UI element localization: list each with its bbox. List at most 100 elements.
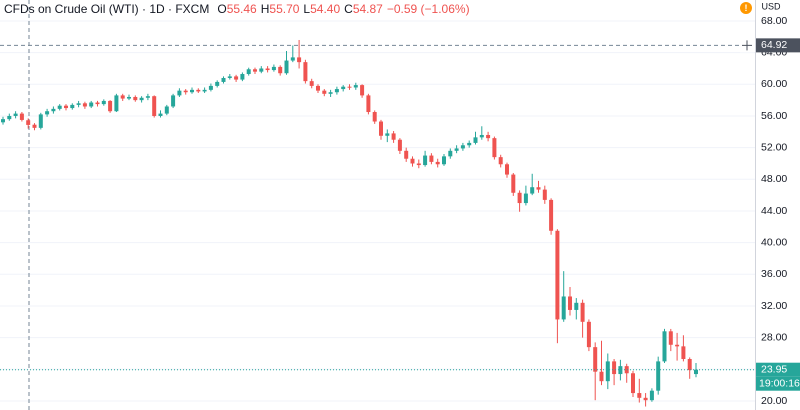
- candle-body: [108, 100, 113, 112]
- candle-body: [322, 90, 327, 94]
- candle-body: [492, 138, 497, 158]
- candle-body: [643, 397, 648, 401]
- candle-body: [26, 120, 31, 125]
- candle-body: [568, 296, 572, 310]
- legend-value: 54.87: [352, 2, 383, 16]
- candle-body: [637, 393, 642, 398]
- candle-body: [662, 331, 667, 362]
- crosshair-price-label: 64.92: [761, 39, 787, 51]
- candle-body: [687, 359, 692, 371]
- candle-body: [70, 104, 75, 109]
- candle-body: [284, 60, 289, 74]
- candle-body: [265, 68, 270, 71]
- candle-body: [1, 119, 5, 123]
- candle-body: [442, 156, 446, 165]
- countdown-box: [756, 376, 800, 391]
- candle-body: [139, 97, 144, 101]
- candle-body: [486, 134, 491, 139]
- y-tick-label: 56.00: [761, 110, 787, 122]
- candle-body: [435, 161, 440, 165]
- candle-body: [454, 148, 459, 151]
- crosshair-plus: [742, 40, 752, 51]
- candle-body: [51, 108, 56, 112]
- countdown-label: 19:00:16: [759, 377, 800, 389]
- candle-body: [379, 121, 383, 136]
- candle-body: [473, 137, 478, 143]
- candle-body: [605, 361, 610, 382]
- candle-body: [13, 113, 18, 116]
- candle-body: [171, 95, 176, 107]
- candle-body: [82, 103, 87, 107]
- candle-body: [366, 95, 371, 113]
- candle-body: [574, 302, 579, 310]
- candle-body: [586, 321, 591, 348]
- candle-body: [517, 192, 522, 204]
- candle-body: [347, 86, 352, 88]
- candle-body: [360, 85, 365, 96]
- candle-body: [328, 92, 333, 94]
- alert-icon[interactable]: [740, 2, 752, 14]
- change-value: −0.59 (−1.06%): [386, 2, 470, 16]
- candle-body: [353, 85, 358, 88]
- candle-body: [240, 74, 245, 80]
- candle-body: [681, 346, 686, 360]
- candle-body: [120, 95, 125, 99]
- legend: CFDs on Crude Oil (WTI) · 1D · FXCM O55.4…: [4, 2, 474, 16]
- currency-label: USD: [761, 1, 781, 11]
- crosshair-price-box: [756, 38, 800, 53]
- candle-body: [303, 62, 308, 82]
- alert-icon-mark: !: [745, 3, 748, 13]
- candle-body: [404, 150, 409, 159]
- y-tick-label: 28.00: [761, 331, 787, 343]
- grid: [0, 20, 755, 402]
- y-tick-label: 68.00: [761, 15, 787, 27]
- candle-body: [549, 199, 554, 231]
- candle-body: [523, 193, 528, 204]
- candle-body: [95, 102, 100, 105]
- candle-body: [694, 369, 698, 375]
- candle-body: [542, 189, 547, 200]
- legend-value: 55.70: [269, 2, 300, 16]
- last-price-label: 23.95: [761, 363, 787, 375]
- candle-body: [631, 373, 635, 394]
- candle-body: [297, 57, 302, 63]
- candle-body: [202, 89, 207, 92]
- y-tick-label: 36.00: [761, 268, 787, 280]
- candle-body: [397, 139, 402, 151]
- candle-body: [19, 113, 24, 120]
- y-tick-label: 20.00: [761, 395, 787, 407]
- candle-body: [385, 133, 390, 136]
- symbol-title[interactable]: CFDs on Crude Oil (WTI) · 1D · FXCM: [4, 2, 210, 16]
- candle-body: [221, 77, 226, 82]
- candle-body: [668, 331, 673, 345]
- candle-body: [227, 76, 232, 78]
- candle-body: [593, 347, 598, 372]
- candle-body: [530, 187, 535, 194]
- candle-body: [208, 85, 213, 90]
- legend-value: 55.46: [226, 2, 257, 16]
- candle-body: [234, 76, 239, 80]
- candle-body: [618, 366, 623, 375]
- candle-body: [278, 66, 283, 74]
- candle-body: [89, 102, 94, 107]
- candle-body: [423, 155, 428, 166]
- y-tick-label: 32.00: [761, 300, 787, 312]
- candle-body: [555, 230, 560, 320]
- candle-body: [253, 69, 257, 72]
- candle-body: [101, 100, 106, 105]
- candle-body: [372, 112, 377, 122]
- candle-body: [316, 85, 320, 91]
- y-tick-label: 52.00: [761, 141, 787, 153]
- legend-label: L: [303, 2, 311, 16]
- y-tick-label: 44.00: [761, 205, 787, 217]
- candle-body: [649, 390, 654, 401]
- candle-body: [624, 366, 629, 374]
- y-tick-label: 60.00: [761, 78, 787, 90]
- y-tick-label: 48.00: [761, 173, 787, 185]
- candle-body: [656, 361, 661, 391]
- ohlc-values: O55.46 H55.70 L54.40 C54.87: [217, 2, 387, 16]
- candle-body: [114, 95, 119, 112]
- legend-label: O: [217, 2, 227, 16]
